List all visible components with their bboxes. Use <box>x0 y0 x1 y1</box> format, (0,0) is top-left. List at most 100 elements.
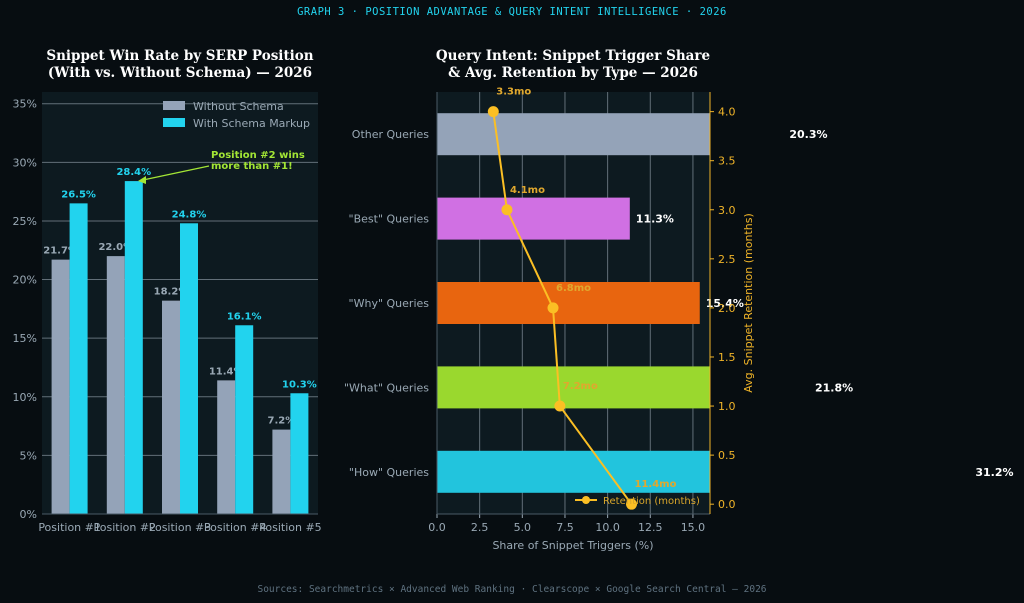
left-x-tick-label: Position #1 <box>38 521 101 534</box>
right-retention-tick-label: 1.5 <box>718 351 736 364</box>
intent-bar <box>437 282 700 324</box>
legend-retention-label: Retention (months) <box>603 496 700 507</box>
right-category-label: "Best" Queries <box>349 213 430 226</box>
bar-without-schema <box>106 256 125 514</box>
left-chart: Snippet Win Rate by SERP Position (With … <box>13 48 322 534</box>
data-label-without-schema: 18.2% <box>154 287 189 298</box>
right-retention-axis-label: Avg. Snippet Retention (months) <box>742 213 755 392</box>
legend-retention-marker <box>582 496 590 504</box>
intent-bar <box>437 450 710 493</box>
right-category-label: "What" Queries <box>344 381 429 394</box>
right-retention-tick-label: 2.5 <box>718 253 736 266</box>
right-x-tick-label: 0.0 <box>428 521 446 534</box>
right-retention-tick-label: 2.0 <box>718 302 736 315</box>
bar-with-schema <box>180 223 198 515</box>
left-y-tick-label: 30% <box>13 156 37 169</box>
data-label-with-schema: 10.3% <box>282 379 317 390</box>
bar-with-schema <box>235 325 254 514</box>
retention-point <box>554 400 566 412</box>
bar-without-schema <box>51 259 70 514</box>
intent-bar <box>437 366 710 409</box>
retention-point <box>626 498 638 510</box>
left-x-tick-label: Position #5 <box>259 521 322 534</box>
right-chart-title-line-2: & Avg. Retention by Type — 2026 <box>448 65 698 81</box>
right-retention-tick-label: 0.5 <box>718 449 736 462</box>
right-x-axis-label: Share of Snippet Triggers (%) <box>492 539 653 552</box>
legend-swatch-without-schema <box>163 101 185 110</box>
right-x-tick-label: 2.5 <box>471 521 489 534</box>
right-category-labels: "How" Queries "What" Queries "Why" Queries… <box>344 128 429 479</box>
intent-value-label: 31.2% <box>975 466 1013 479</box>
right-retention-tick-label: 0.0 <box>718 498 736 511</box>
left-y-tick-label: 25% <box>13 215 37 228</box>
intent-value-label: 20.3% <box>789 128 827 141</box>
bar-with-schema <box>69 203 88 514</box>
right-retention-ticks: 0.0 0.5 1.0 1.5 2.0 2.5 3.0 3.5 4.0 <box>710 106 736 511</box>
legend-label-with-schema: With Schema Markup <box>193 117 310 130</box>
right-x-tick-label: 15.0 <box>681 521 706 534</box>
legend-swatch-with-schema <box>163 118 185 127</box>
left-y-tick-label: 5% <box>20 449 37 462</box>
right-legend: Retention (months) <box>575 496 700 507</box>
right-chart-title-line-1: Query Intent: Snippet Trigger Share <box>436 48 710 64</box>
left-x-tick-label: Position #2 <box>94 521 157 534</box>
intent-bar <box>437 113 710 156</box>
retention-point-label: 3.3mo <box>496 87 531 98</box>
right-category-label: "How" Queries <box>349 466 429 479</box>
intent-bar <box>437 197 630 240</box>
data-label-without-schema: 7.2% <box>268 416 296 427</box>
right-retention-tick-label: 3.5 <box>718 155 736 168</box>
annotation-line-2: more than #1! <box>211 161 293 172</box>
retention-point-label: 7.2mo <box>563 381 598 392</box>
right-retention-tick-label: 1.0 <box>718 400 736 413</box>
bar-without-schema <box>217 380 236 514</box>
right-x-tick-label: 10.0 <box>595 521 620 534</box>
annotation-arrow <box>142 165 210 181</box>
footer-source: Sources: Searchmetrics × Advanced Web Ra… <box>257 584 767 595</box>
data-label-with-schema: 26.5% <box>61 189 96 200</box>
bar-without-schema <box>272 429 291 514</box>
data-label-without-schema: 21.7% <box>43 246 78 257</box>
left-y-tick-label: 35% <box>13 98 37 111</box>
left-bars: 21.7% 26.5% 22.0% 28.4% 18.2% 24.8% 11.4% 16.1%… <box>43 167 317 515</box>
right-retention-tick-label: 3.0 <box>718 204 736 217</box>
right-bars: 31.2% 21.8% 15.4% 11.3% 20.3% <box>437 113 1014 493</box>
left-y-ticks: 0% 5% 10% 15% 20% 25% 30% 35% <box>13 98 37 521</box>
retention-point-label: 6.8mo <box>556 283 591 294</box>
left-y-tick-label: 15% <box>13 332 37 345</box>
left-chart-title-line-2: (With vs. Without Schema) — 2026 <box>48 65 312 81</box>
left-legend: Without Schema With Schema Markup <box>163 100 310 130</box>
right-chart: Query Intent: Snippet Trigger Share & Av… <box>344 48 1014 552</box>
retention-point <box>501 204 513 216</box>
bar-with-schema <box>124 181 143 515</box>
intent-value-label: 15.4% <box>706 297 744 310</box>
data-label-without-schema: 22.0% <box>98 242 133 253</box>
data-label-with-schema: 24.8% <box>172 209 207 220</box>
retention-point <box>487 106 499 118</box>
left-x-tick-label: Position #3 <box>149 521 212 534</box>
right-category-label: "Why" Queries <box>349 297 430 310</box>
data-label-without-schema: 11.4% <box>209 366 244 377</box>
left-y-tick-label: 10% <box>13 391 37 404</box>
legend-label-without-schema: Without Schema <box>193 100 284 113</box>
left-y-tick-label: 0% <box>20 508 37 521</box>
right-x-ticks: 0.0 2.5 5.0 7.5 10.0 12.5 15.0 <box>428 514 705 534</box>
left-annotation: Position #2 wins more than #1! <box>138 150 305 184</box>
intent-value-label: 11.3% <box>636 213 674 226</box>
bar-with-schema <box>290 393 309 514</box>
header-title: GRAPH 3 · POSITION ADVANTAGE & QUERY INT… <box>297 6 727 18</box>
intent-value-label: 21.8% <box>815 381 853 394</box>
retention-line: 11.4mo 7.2mo 6.8mo 4.1mo 3.3mo <box>487 87 677 510</box>
retention-point-label: 11.4mo <box>635 479 677 490</box>
right-category-label: Other Queries <box>352 128 429 141</box>
bar-without-schema <box>162 300 180 514</box>
right-x-tick-label: 7.5 <box>556 521 574 534</box>
left-x-tick-label: Position #4 <box>204 521 267 534</box>
data-label-with-schema: 16.1% <box>227 311 262 322</box>
right-x-tick-label: 5.0 <box>514 521 532 534</box>
right-x-tick-label: 12.5 <box>638 521 663 534</box>
left-y-tick-label: 20% <box>13 274 37 287</box>
left-chart-title-line-1: Snippet Win Rate by SERP Position <box>46 48 313 64</box>
